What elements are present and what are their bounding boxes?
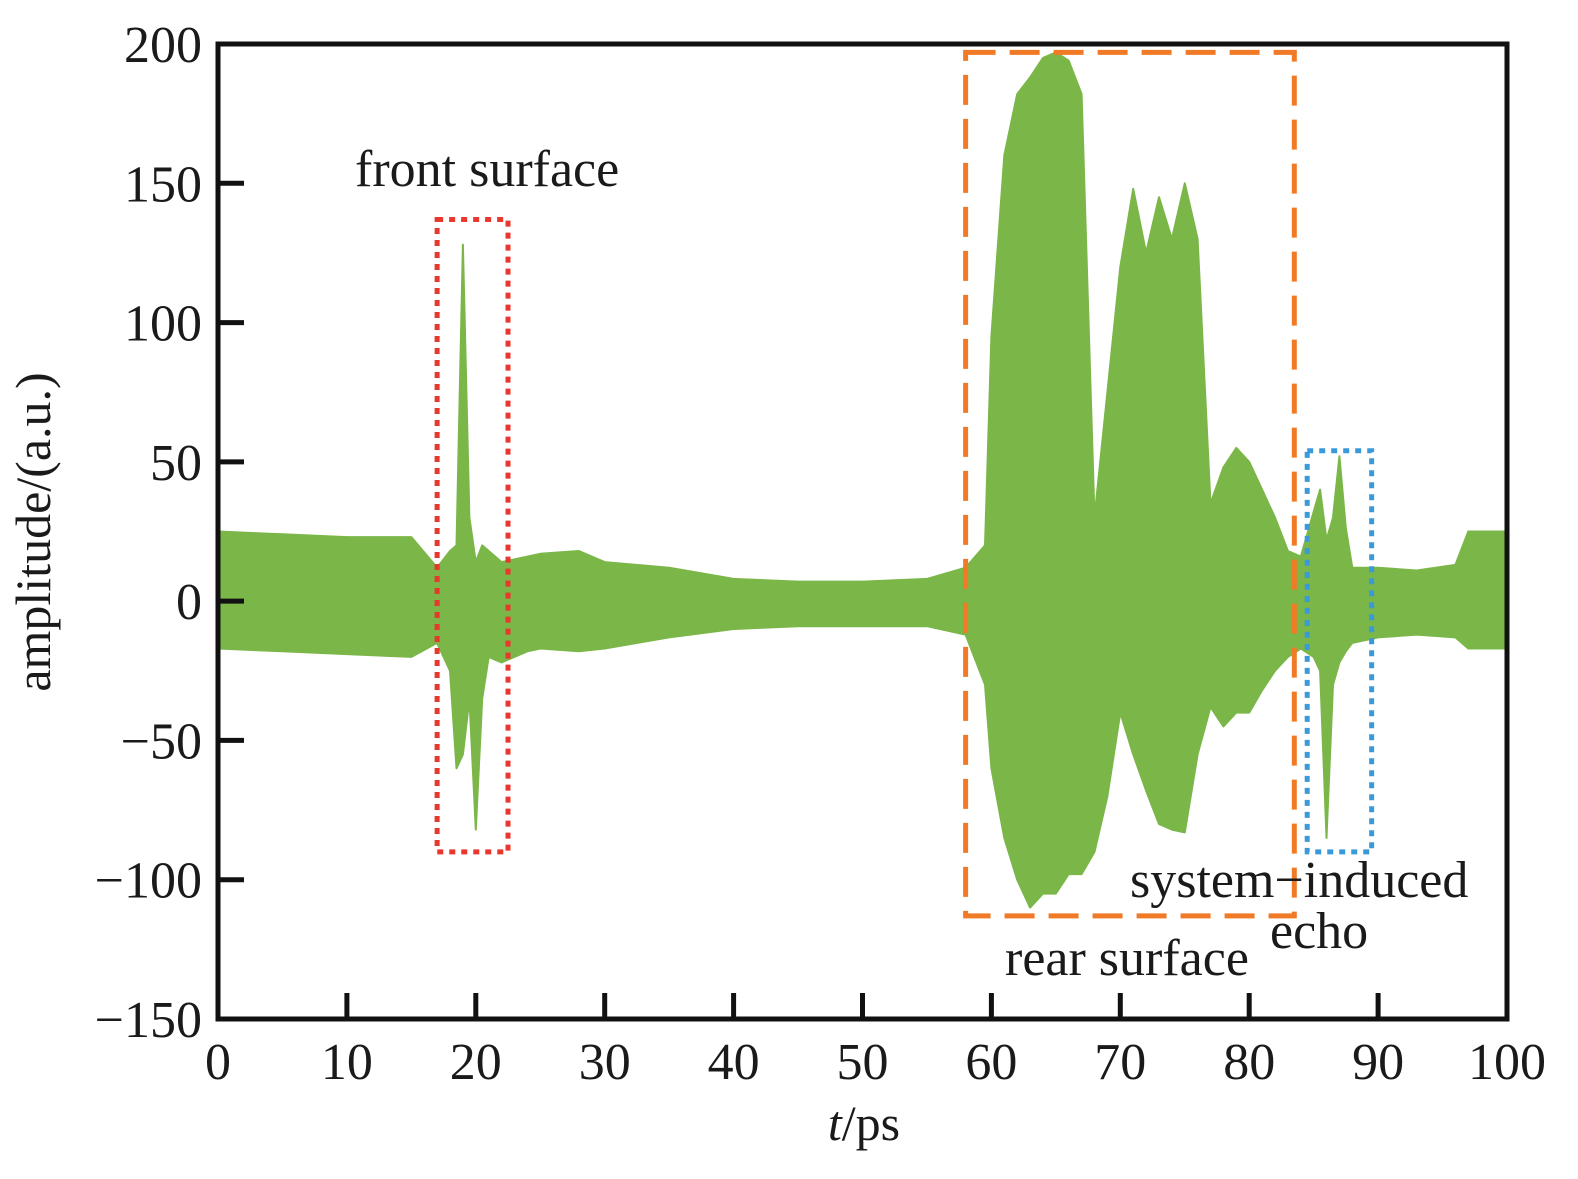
x-tick-label: 20 — [450, 1034, 502, 1091]
rear-surface-label: rear surface — [1005, 930, 1249, 987]
y-tick-label: 0 — [176, 574, 202, 631]
y-axis-title: amplitude/(a.u.) — [5, 372, 61, 691]
y-tick-label: −100 — [95, 853, 202, 910]
x-tick-label: 60 — [965, 1034, 1017, 1091]
echo-surface-box — [1304, 448, 1375, 855]
y-tick-label: −50 — [121, 713, 202, 770]
y-tick-label: 100 — [124, 296, 202, 353]
x-tick-label: 40 — [708, 1034, 760, 1091]
x-tick-label: 70 — [1094, 1034, 1146, 1091]
annotation-boxes — [434, 49, 1375, 919]
x-tick-label: 30 — [579, 1034, 631, 1091]
front-surface-label: front surface — [355, 141, 619, 198]
x-tick-label: 50 — [837, 1034, 889, 1091]
x-axis-title: t/ps — [828, 1095, 900, 1151]
axis-ticks: 0 10 20 30 40 50 60 70 80 90 100 −150 −100 −50 0 50 100 1… — [95, 17, 1546, 1091]
y-tick-label: −150 — [95, 992, 202, 1049]
x-axis-title-italic: t — [828, 1095, 843, 1151]
x-tick-label: 10 — [321, 1034, 373, 1091]
front-surface-box — [434, 217, 511, 855]
y-tick-label: 50 — [150, 435, 202, 492]
rear-surface-box — [963, 49, 1297, 919]
y-tick-label: 150 — [124, 156, 202, 213]
x-tick-label: 80 — [1223, 1034, 1275, 1091]
x-axis-title-rest: /ps — [842, 1095, 900, 1151]
y-tick-label: 200 — [124, 17, 202, 74]
echo-label: echo — [1270, 903, 1368, 960]
x-tick-label: 90 — [1352, 1034, 1404, 1091]
x-tick-label: 0 — [205, 1034, 231, 1091]
system-induced-label: system−induced — [1130, 852, 1468, 909]
x-tick-label: 100 — [1468, 1034, 1546, 1091]
